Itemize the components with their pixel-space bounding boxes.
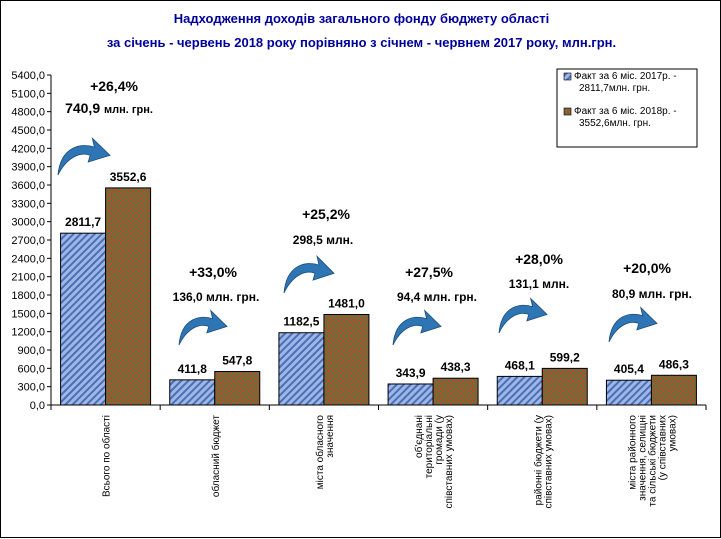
bar-value-label: 438,3 (441, 360, 471, 374)
x-category-label-line: громади (у (434, 415, 445, 465)
y-tick-label: 3300,0 (11, 198, 45, 210)
bar-value-label: 411,8 (178, 362, 208, 376)
growth-percent-label: +33,0% (189, 264, 237, 280)
bar-value-label: 1182,5 (283, 315, 319, 329)
x-category-label: міста обласного значення (314, 415, 336, 490)
y-tick-label: 1200,0 (11, 327, 45, 339)
bar-2018 (650, 374, 697, 406)
x-category-label: Всього по області (101, 415, 113, 497)
x-category-label-line: умовах) (667, 415, 678, 451)
x-category-label-line: значення, селищні (637, 415, 648, 501)
legend-swatch-2017 (563, 72, 572, 81)
y-tick-label: 2100,0 (11, 272, 45, 284)
growth-percent-label: +26,4% (90, 78, 138, 94)
growth-amount-value: 740,9 (65, 100, 104, 116)
bar-value-label: 2811,7 (65, 215, 101, 229)
chart-title-line-2: за січень - червень 2018 року порівняно … (106, 35, 617, 50)
growth-amount-unit: млн. грн. (104, 104, 153, 116)
y-tick-label: 5100,0 (11, 88, 45, 100)
x-category-label-line: Всього по області (101, 415, 113, 497)
bar-2017 (496, 375, 543, 406)
x-category-label-line: (у співставних (657, 415, 668, 480)
bar-2018 (541, 367, 588, 406)
bar-2017 (605, 379, 652, 406)
x-category-label: обласний бюджет (210, 415, 222, 497)
x-category-label-line: міста обласного (314, 415, 326, 490)
x-category-label-line: значення (325, 415, 336, 458)
y-tick-label: 3600,0 (11, 180, 45, 192)
x-category-label: районні бюджети (у співставних умовах) (532, 415, 554, 508)
growth-arrow (608, 306, 658, 343)
y-tick-label: 4500,0 (11, 125, 45, 137)
growth-arrow (498, 297, 548, 334)
bar-value-label: 343,9 (396, 366, 426, 380)
growth-arrow (57, 137, 111, 176)
bar-2017 (387, 383, 434, 406)
y-tick-label: 4200,0 (11, 143, 45, 155)
x-category-label: міста районного значення, селищні та сільс… (627, 415, 678, 507)
x-category-label-line: співставних умовах) (444, 415, 455, 508)
x-category-label: об'єднані територіальні громади (у співстав… (413, 415, 455, 508)
bar-value-label: 599,2 (550, 350, 580, 364)
chart-legend: Факт за 6 міс. 2017р. -2811,7млн. грн. Фа… (556, 68, 698, 148)
x-category-label-line: обласний бюджет (210, 415, 222, 497)
bar-value-label: 3552,6 (110, 170, 147, 184)
y-tick-label: 1800,0 (11, 290, 45, 302)
growth-amount-label: 740,9 млн. грн. (65, 100, 153, 116)
bar-2018 (432, 377, 479, 406)
y-tick-label: 900,0 (17, 345, 45, 357)
x-category-label-line: співставних умовах) (543, 415, 554, 508)
y-tick-label: 5400,0 (11, 70, 45, 82)
x-category-label-line: міста районного (627, 415, 638, 490)
chart-title-line-1: Надходження доходів загального фонду бюд… (173, 11, 550, 26)
bar-2018 (214, 371, 261, 406)
y-tick-label: 4800,0 (11, 107, 45, 119)
bar-2017 (60, 232, 107, 406)
legend-label-2017: 2811,7млн. грн. (579, 83, 650, 94)
x-category-label-line: та сільські бюджети (646, 415, 658, 507)
growth-amount-label: 80,9 млн. грн. (612, 287, 692, 301)
legend-label-2018: 3552,6млн. грн. (579, 118, 651, 129)
growth-amount-label: 136,0 млн. грн. (173, 290, 260, 304)
bar-2018 (323, 313, 370, 406)
y-tick-label: 600,0 (17, 363, 45, 375)
y-tick-label: 1500,0 (11, 308, 45, 320)
x-category-label-line: територіальні (424, 415, 435, 478)
growth-arrow (283, 255, 335, 294)
bar-value-label: 468,1 (505, 358, 535, 372)
growth-percent-label: +28,0% (515, 251, 563, 267)
growth-amount-label: 131,1 млн. (509, 277, 569, 291)
growth-amount-label: 94,4 млн. грн. (397, 290, 477, 304)
bar-2017 (278, 332, 325, 406)
growth-amount-label: 298,5 млн. (293, 233, 353, 247)
bar-value-label: 405,4 (614, 362, 644, 376)
x-category-label-line: районні бюджети (у (532, 415, 544, 505)
y-tick-label: 3900,0 (11, 162, 45, 174)
y-tick-label: 2400,0 (11, 253, 45, 265)
bar-2018 (105, 187, 152, 406)
bar-value-label: 1481,0 (328, 296, 365, 310)
legend-box (556, 68, 698, 148)
bar-value-label: 547,8 (222, 354, 252, 368)
bar-2017 (169, 379, 216, 406)
legend-label-2018: Факт за 6 міс. 2018р. - (574, 106, 677, 117)
y-tick-label: 2700,0 (11, 235, 45, 247)
legend-label-2017: Факт за 6 міс. 2017р. - (574, 71, 677, 82)
growth-arrow (178, 309, 228, 346)
growth-percent-label: +27,5% (405, 264, 453, 280)
growth-arrow (392, 309, 442, 346)
y-tick-label: 0,0 (30, 400, 45, 412)
growth-percent-label: +25,2% (302, 206, 350, 222)
bar-value-label: 486,3 (659, 357, 689, 371)
legend-swatch-2018 (563, 107, 572, 116)
x-category-label-line: об'єднані (413, 415, 425, 458)
y-tick-label: 3000,0 (11, 217, 45, 229)
growth-percent-label: +20,0% (623, 260, 671, 276)
y-tick-label: 300,0 (17, 382, 45, 394)
